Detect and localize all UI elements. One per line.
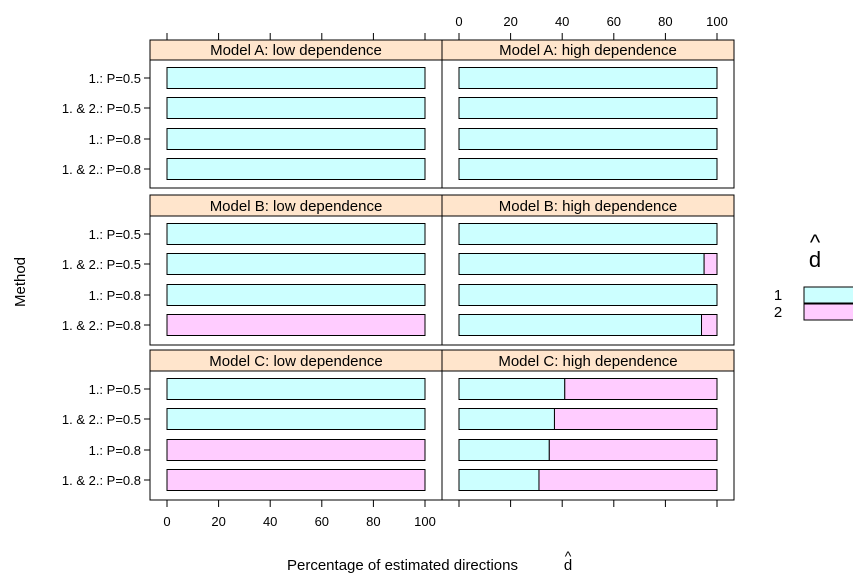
bar-segment-d1: [458, 284, 718, 306]
bar-segment-d1: [458, 128, 718, 150]
legend-layer: ^ d 12: [774, 230, 853, 321]
panel-title: Model A: low dependence: [210, 42, 382, 59]
x-axis-label: Percentage of estimated directions: [287, 557, 518, 574]
y-tick-label: 1.: P=0.8: [89, 288, 141, 303]
panel-title: Model B: low dependence: [210, 198, 383, 215]
bar-segment-d2: [564, 378, 718, 400]
x-tick-label-bottom: 20: [211, 514, 225, 529]
panel: Model A: low dependence: [149, 39, 443, 189]
panel: Model B: high dependence: [441, 194, 735, 346]
bar-segment-d1: [458, 378, 566, 400]
y-tick-label: 1.: P=0.8: [89, 443, 141, 458]
bar-segment-d1: [458, 408, 555, 430]
y-tick-label: 1. & 2.: P=0.8: [62, 318, 141, 333]
panel: Model A: high dependence: [441, 39, 735, 189]
bar-segment-d1: [166, 253, 426, 275]
x-tick-label-bottom: 60: [315, 514, 329, 529]
panel-title: Model A: high dependence: [499, 42, 677, 59]
bar-segment-d1: [166, 67, 426, 89]
y-tick-label: 1. & 2.: P=0.8: [62, 473, 141, 488]
panel: Model C: low dependence: [149, 349, 443, 501]
axes-layer: 1.: P=0.5 1. & 2.: P=0.5 1.: P=0.8 1. & 2.:…: [62, 14, 728, 529]
bar-segment-d2: [166, 469, 426, 491]
legend-key: [803, 303, 853, 321]
y-tick-label: 1. & 2.: P=0.5: [62, 257, 141, 272]
panel-title: Model B: high dependence: [499, 198, 677, 215]
panel-frame: [441, 59, 735, 189]
y-axis-label: Method: [12, 257, 29, 307]
y-tick-label: 1. & 2.: P=0.8: [62, 162, 141, 177]
bar-segment-d1: [166, 128, 426, 150]
legend-label: 2: [774, 304, 782, 321]
legend-label: 1: [774, 287, 782, 304]
y-tick-label: 1.: P=0.8: [89, 132, 141, 147]
bar-segment-d1: [458, 158, 718, 180]
panel-frame: [441, 370, 735, 501]
bar-segment-d1: [458, 314, 703, 336]
x-tick-label-bottom: 0: [163, 514, 170, 529]
bar-segment-d1: [166, 408, 426, 430]
x-tick-label-bottom: 100: [414, 514, 436, 529]
legend-title-hat: ^: [810, 230, 821, 255]
bar-segment-d2: [166, 439, 426, 461]
panels-layer: Model A: low dependence Model A: high dep…: [149, 39, 735, 501]
panel-title: Model C: low dependence: [209, 353, 382, 370]
x-tick-label-top: 40: [555, 14, 569, 29]
panel: Model B: low dependence: [149, 194, 443, 346]
bar-segment-d1: [166, 284, 426, 306]
bar-segment-d1: [458, 97, 718, 119]
x-tick-label-top: 20: [503, 14, 517, 29]
bar-segment-d1: [166, 378, 426, 400]
y-tick-label: 1.: P=0.5: [89, 382, 141, 397]
bar-segment-d2: [701, 314, 718, 336]
legend-title: d: [809, 247, 821, 272]
bar-segment-d2: [538, 469, 718, 491]
bar-segment-d1: [458, 253, 705, 275]
x-tick-label-top: 0: [455, 14, 462, 29]
x-tick-label-top: 60: [607, 14, 621, 29]
panel-title: Model C: high dependence: [498, 353, 677, 370]
bar-segment-d1: [458, 223, 718, 245]
bar-segment-d1: [458, 469, 540, 491]
y-tick-label: 1. & 2.: P=0.5: [62, 101, 141, 116]
bar-segment-d2: [166, 314, 426, 336]
x-axis-label-symbol: d: [564, 557, 572, 574]
x-axis-label-hat: ^: [565, 548, 572, 564]
bar-segment-d1: [166, 97, 426, 119]
y-tick-label: 1.: P=0.5: [89, 71, 141, 86]
bar-segment-d2: [553, 408, 718, 430]
y-tick-label: 1.: P=0.5: [89, 227, 141, 242]
bar-segment-d1: [166, 223, 426, 245]
bar-segment-d1: [166, 158, 426, 180]
bar-segment-d2: [703, 253, 718, 275]
bar-segment-d1: [458, 439, 550, 461]
x-tick-label-top: 100: [706, 14, 728, 29]
x-tick-label-bottom: 80: [366, 514, 380, 529]
x-tick-label-bottom: 40: [263, 514, 277, 529]
panel: Model C: high dependence: [441, 349, 735, 501]
panel-frame: [441, 215, 735, 346]
x-tick-label-top: 80: [658, 14, 672, 29]
bar-segment-d2: [548, 439, 718, 461]
bar-segment-d1: [458, 67, 718, 89]
legend-key: [803, 286, 853, 304]
y-tick-label: 1. & 2.: P=0.5: [62, 412, 141, 427]
